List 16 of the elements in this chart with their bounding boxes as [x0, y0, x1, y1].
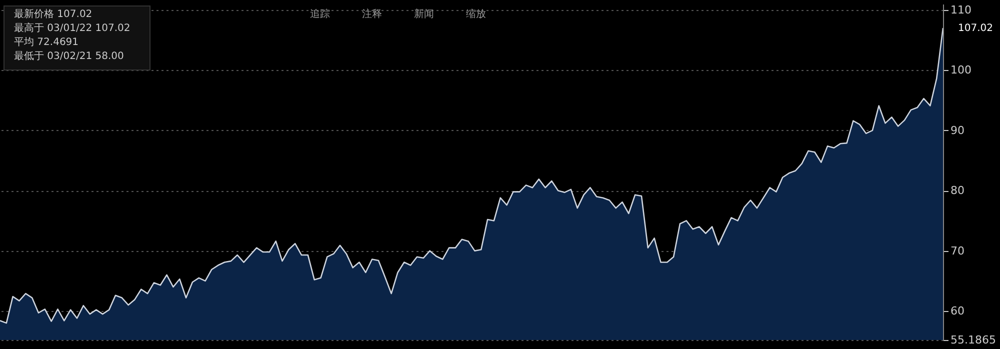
annotation: 最高于 03/01/22 107.02 — [14, 22, 130, 34]
y-tick-label: 110 — [950, 4, 972, 17]
annotation: 最低于 03/02/21 58.00 — [14, 51, 124, 62]
annotation: 平均 72.4691 — [14, 36, 79, 48]
y-tick-label: 55.1865 — [950, 334, 996, 346]
y-tick-label: 90 — [950, 124, 964, 137]
y-tick-label: 70 — [950, 244, 964, 258]
text: 107.02 — [958, 22, 993, 34]
annotation: 注释 — [362, 8, 382, 20]
y-tick-label: 80 — [950, 184, 964, 198]
annotation: 追踪 — [310, 8, 330, 20]
annotation: 最新价格 107.02 — [14, 8, 92, 20]
y-tick-label: 100 — [950, 64, 972, 77]
annotation: 新闻 — [414, 8, 434, 20]
annotation: 缩放 — [466, 8, 486, 20]
y-tick-label: 60 — [950, 304, 964, 318]
